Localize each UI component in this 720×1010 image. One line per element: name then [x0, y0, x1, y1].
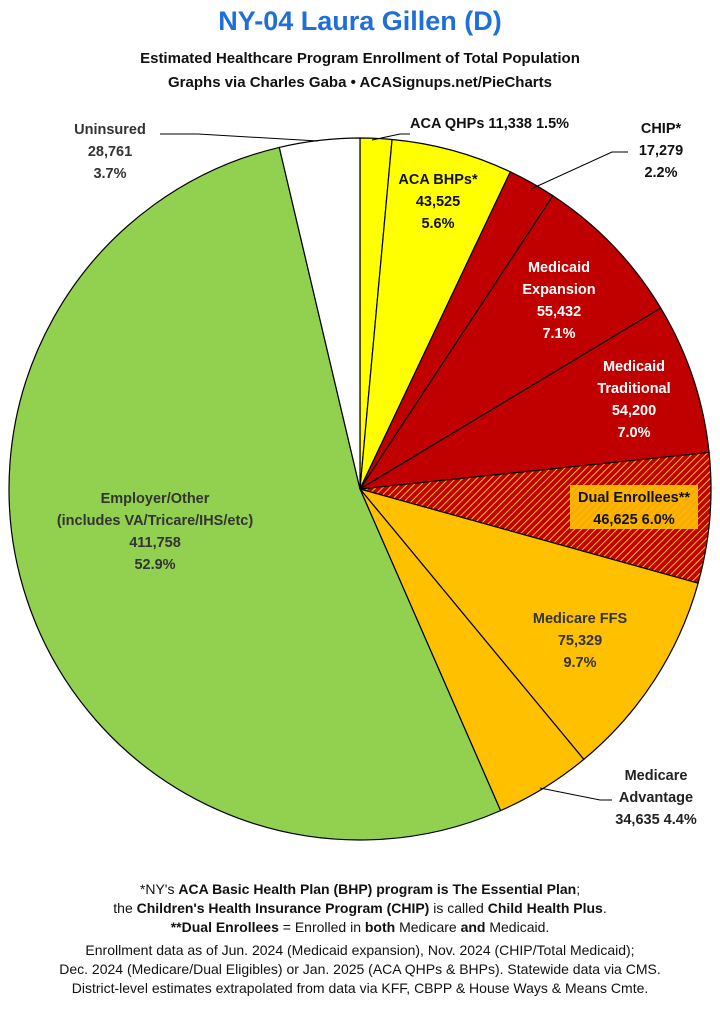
- source-line: Dec. 2024 (Medicare/Dual Eligibles) or J…: [59, 961, 661, 977]
- slice-label-line: 55,432: [537, 304, 581, 320]
- slice-label-line: 5.6%: [421, 216, 454, 232]
- slice-label-line: Traditional: [597, 381, 670, 397]
- leader-aca-qhps: [371, 133, 410, 141]
- pie-slice-medicaid-traditional: [359, 307, 710, 490]
- footnote-bold: ACA Basic Health Plan (BHP) program is T…: [178, 881, 577, 897]
- slice-label-line: 3.7%: [93, 166, 126, 182]
- slice-label-line: 28,761: [88, 144, 132, 160]
- slice-label-line: Dual Enrollees**: [578, 490, 690, 506]
- slice-label-line: 52.9%: [134, 557, 175, 573]
- footnote-text: Medicaid.: [485, 919, 550, 935]
- slice-label-line: 43,525: [416, 194, 460, 210]
- label-highlight: [570, 485, 698, 529]
- chart-credit: Graphs via Charles Gaba • ACASignups.net…: [168, 74, 552, 91]
- chart-subtitle: Estimated Healthcare Program Enrollment …: [140, 50, 580, 67]
- label-uninsured: Uninsured 28,761 3.7%: [74, 122, 146, 182]
- label-aca-qhps: ACA QHPs 11,338 1.5%: [410, 116, 569, 132]
- source-line: District-level estimates extrapolated fr…: [71, 980, 649, 996]
- slice-label-line: Advantage: [619, 790, 693, 806]
- label-medicaid-traditional: Medicaid Traditional 54,200 7.0%: [597, 359, 670, 441]
- footnote-text: *NY's: [139, 881, 179, 897]
- pie-slice-medicaid-expansion: [359, 195, 662, 490]
- slice-label-line: 7.0%: [617, 425, 650, 441]
- slice-label-line: Medicaid: [603, 359, 665, 375]
- label-chip: CHIP* 17,279 2.2%: [639, 121, 683, 181]
- pie-chart: ACA QHPs 11,338 1.5% ACA BHPs* 43,525 5.6% C…: [8, 116, 712, 841]
- footnote-bold: Children's Health Insurance Program (CHI…: [136, 900, 430, 916]
- slice-label-line: Employer/Other: [101, 491, 210, 507]
- footnote-bold: **Dual Enrollees: [170, 919, 279, 935]
- slice-label-line: 2.2%: [644, 165, 677, 181]
- footnote-bhp: *NY's ACA Basic Health Plan (BHP) progra…: [0, 880, 720, 899]
- slice-label-line: Uninsured: [74, 122, 146, 138]
- label-medicare-advantage: Medicare Advantage 34,635 4.4%: [615, 768, 697, 828]
- leader-lines: [160, 133, 628, 801]
- footnote-text: is called: [429, 900, 488, 916]
- slice-label-line: 34,635 4.4%: [615, 812, 697, 828]
- slice-label-line: CHIP*: [641, 121, 682, 137]
- label-employer-other: Employer/Other (includes VA/Tricare/IHS/e…: [57, 491, 254, 573]
- footnote-bold: Child Health Plus: [487, 900, 603, 916]
- footnotes: *NY's ACA Basic Health Plan (BHP) progra…: [0, 880, 720, 937]
- pie-slice-medicare-ffs: [359, 488, 699, 760]
- pie-slices: [8, 137, 712, 841]
- label-dual-enrollees: Dual Enrollees** 46,625 6.0%: [570, 485, 698, 529]
- leader-medicare-advantage: [539, 787, 612, 801]
- footnote-bold: both: [364, 919, 396, 935]
- footnote-text: the: [113, 900, 137, 916]
- leader-uninsured: [160, 133, 319, 142]
- footnote-text: = Enrolled in: [278, 919, 365, 935]
- slice-label-line: 17,279: [639, 143, 683, 159]
- slice-label-line: Medicare FFS: [533, 611, 628, 627]
- pie-slice-employer-other-includes-va-tricare-ihs-etc: [8, 146, 502, 841]
- slice-label-line: Medicaid: [528, 260, 590, 276]
- footnote-dual: **Dual Enrollees = Enrolled in both Medi…: [0, 918, 720, 937]
- label-aca-bhps: ACA BHPs* 43,525 5.6%: [398, 172, 478, 232]
- slice-label-line: 9.7%: [563, 655, 596, 671]
- footnote-text: .: [602, 900, 607, 916]
- leader-chip: [530, 151, 628, 190]
- source-notes: Enrollment data as of Jun. 2024 (Medicai…: [0, 941, 720, 998]
- label-medicare-ffs: Medicare FFS 75,329 9.7%: [533, 611, 628, 671]
- footnote-bold: and: [460, 919, 486, 935]
- slice-label-line: 75,329: [558, 633, 602, 649]
- slice-label-line: Expansion: [522, 282, 595, 298]
- slice-label-line: ACA QHPs 11,338 1.5%: [410, 116, 569, 132]
- footnote-chip: the Children's Health Insurance Program …: [0, 899, 720, 918]
- slice-label-line: ACA BHPs*: [398, 172, 478, 188]
- chart-title: NY-04 Laura Gillen (D): [218, 6, 502, 36]
- slice-label-line: 46,625 6.0%: [593, 512, 675, 528]
- slice-label-line: 411,758: [129, 535, 181, 551]
- footnote-text: Medicare: [395, 919, 461, 935]
- slice-labels: ACA QHPs 11,338 1.5% ACA BHPs* 43,525 5.6% C…: [57, 116, 698, 828]
- pie-slice-uninsured: [278, 137, 361, 490]
- slice-label-line: Medicare: [625, 768, 688, 784]
- footnote-text: ;: [576, 881, 581, 897]
- source-line: Enrollment data as of Jun. 2024 (Medicai…: [85, 942, 635, 958]
- slice-label-line: 7.1%: [542, 326, 575, 342]
- slice-label-line: 54,200: [612, 403, 656, 419]
- slice-label-line: (includes VA/Tricare/IHS/etc): [57, 513, 254, 529]
- label-medicaid-expansion: Medicaid Expansion 55,432 7.1%: [522, 260, 595, 342]
